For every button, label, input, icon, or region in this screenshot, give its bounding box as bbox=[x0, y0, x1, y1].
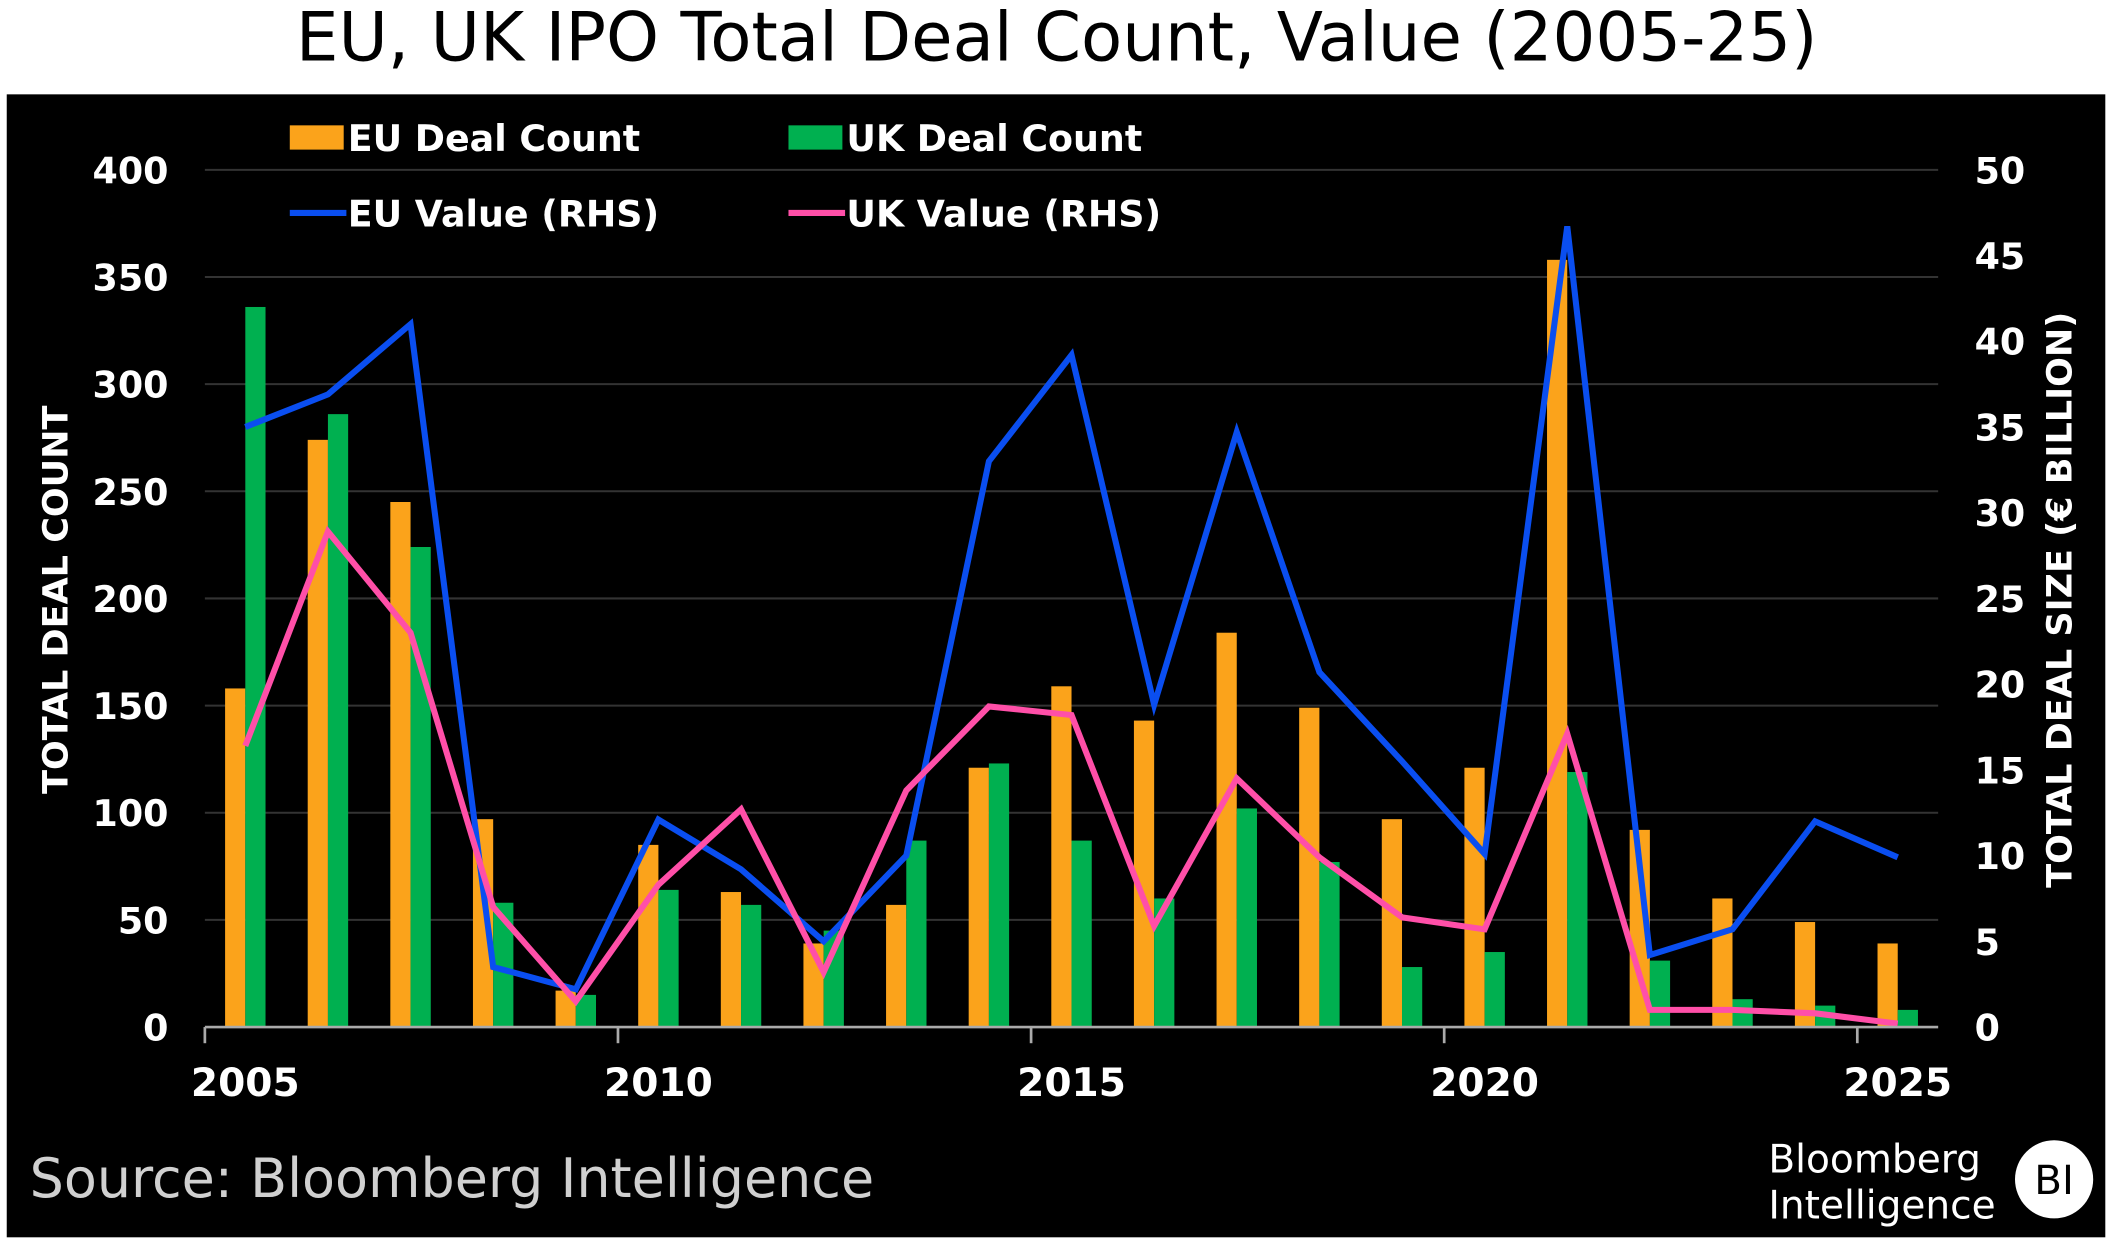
legend-swatch bbox=[289, 125, 344, 150]
bar-uk-deal-count-2010 bbox=[658, 889, 679, 1028]
bar-eu-deal-count-2014 bbox=[968, 767, 989, 1028]
y-tick-label: 100 bbox=[93, 792, 169, 835]
y-tick-label: 0 bbox=[143, 1007, 168, 1050]
axes: 0501001502002503003504000510152025303540… bbox=[93, 149, 2026, 1105]
y-axis-label: TOTAL DEAL COUNT bbox=[35, 406, 76, 794]
y-tick-label: 250 bbox=[93, 471, 169, 514]
bar-eu-deal-count-2010 bbox=[638, 844, 659, 1028]
y2-tick-label: 25 bbox=[1975, 578, 2026, 621]
y2-tick-label: 35 bbox=[1975, 406, 2026, 449]
bar-uk-deal-count-2011 bbox=[741, 904, 762, 1028]
bar-uk-deal-count-2009 bbox=[575, 994, 597, 1028]
bar-uk-deal-count-2017 bbox=[1236, 808, 1257, 1028]
y2-axis-label: TOTAL DEAL SIZE (€ BILLION) bbox=[2040, 312, 2081, 888]
legend-label: UK Deal Count bbox=[846, 117, 1142, 160]
y2-tick-label: 50 bbox=[1975, 149, 2026, 192]
legend-label: EU Value (RHS) bbox=[348, 192, 659, 235]
x-tick-label: 2010 bbox=[604, 1061, 713, 1106]
bar-eu-deal-count-2015 bbox=[1051, 686, 1072, 1028]
bar-uk-deal-count-2022 bbox=[1649, 960, 1671, 1028]
bar-eu-deal-count-2005 bbox=[225, 688, 246, 1028]
bar-uk-deal-count-2014 bbox=[988, 763, 1010, 1028]
y-tick-label: 400 bbox=[93, 149, 169, 192]
x-tick-label: 2005 bbox=[191, 1061, 300, 1106]
chart-title: EU, UK IPO Total Deal Count, Value (2005… bbox=[296, 0, 1818, 77]
bar-uk-deal-count-2019 bbox=[1402, 967, 1423, 1028]
bar-eu-deal-count-2017 bbox=[1216, 632, 1237, 1028]
legend-swatch bbox=[788, 125, 843, 150]
logo-line1: Bloomberg bbox=[1768, 1138, 1981, 1183]
logo-badge-text: BI bbox=[2034, 1156, 2074, 1204]
x-tick-label: 2025 bbox=[1843, 1061, 1952, 1106]
lines bbox=[242, 226, 1899, 1027]
legend: EU Deal Count UK Deal Count EU Value (RHS)… bbox=[289, 117, 1161, 235]
x-tick-label: 2020 bbox=[1430, 1061, 1539, 1106]
logo-badge bbox=[2015, 1140, 2094, 1219]
bar-eu-deal-count-2016 bbox=[1133, 720, 1155, 1028]
bar-eu-deal-count-2020 bbox=[1464, 767, 1485, 1028]
x-tick-label: 2015 bbox=[1017, 1061, 1126, 1106]
bar-uk-deal-count-2021 bbox=[1567, 772, 1588, 1028]
y2-tick-label: 15 bbox=[1975, 749, 2026, 792]
y2-tick-label: 10 bbox=[1975, 835, 2026, 878]
bar-eu-deal-count-2022 bbox=[1629, 829, 1650, 1028]
y2-tick-label: 0 bbox=[1975, 1007, 2000, 1050]
bar-eu-deal-count-2013 bbox=[886, 904, 907, 1028]
bar-uk-deal-count-2020 bbox=[1484, 952, 1505, 1028]
bar-eu-deal-count-2021 bbox=[1547, 259, 1568, 1028]
source-note: Source: Bloomberg Intelligence bbox=[30, 1147, 874, 1210]
bar-eu-deal-count-2006 bbox=[307, 439, 328, 1028]
legend-label: UK Value (RHS) bbox=[846, 192, 1161, 235]
bar-eu-deal-count-2024 bbox=[1794, 922, 1816, 1028]
y-tick-label: 350 bbox=[93, 256, 169, 299]
bar-uk-deal-count-2006 bbox=[327, 414, 349, 1028]
y-tick-label: 300 bbox=[93, 364, 169, 407]
y-tick-label: 50 bbox=[118, 899, 169, 942]
bar-uk-deal-count-2018 bbox=[1319, 862, 1340, 1028]
bar-eu-deal-count-2007 bbox=[390, 501, 411, 1028]
chart-panel bbox=[6, 94, 2106, 1238]
y-tick-label: 150 bbox=[93, 685, 169, 728]
y-tick-label: 200 bbox=[93, 578, 169, 621]
legend-label: EU Deal Count bbox=[348, 117, 640, 160]
y2-tick-label: 30 bbox=[1975, 492, 2026, 535]
bar-eu-deal-count-2011 bbox=[720, 892, 742, 1028]
y2-tick-label: 5 bbox=[1975, 921, 2000, 964]
logo-line2: Intelligence bbox=[1768, 1183, 1995, 1228]
bar-uk-deal-count-2015 bbox=[1071, 840, 1092, 1028]
bar-uk-deal-count-2025 bbox=[1897, 1009, 1918, 1028]
bar-uk-deal-count-2007 bbox=[410, 547, 431, 1028]
bar-uk-deal-count-2013 bbox=[906, 840, 927, 1028]
bar-eu-deal-count-2018 bbox=[1299, 707, 1320, 1028]
y2-tick-label: 20 bbox=[1975, 664, 2026, 707]
bar-uk-deal-count-2005 bbox=[245, 306, 266, 1028]
bar-eu-deal-count-2025 bbox=[1877, 943, 1898, 1028]
bars bbox=[225, 259, 1918, 1028]
y2-tick-label: 40 bbox=[1975, 321, 2026, 364]
bar-uk-deal-count-2016 bbox=[1154, 898, 1175, 1028]
bar-eu-deal-count-2019 bbox=[1381, 819, 1403, 1028]
y2-tick-label: 45 bbox=[1975, 235, 2026, 278]
bar-uk-deal-count-2008 bbox=[493, 902, 514, 1028]
